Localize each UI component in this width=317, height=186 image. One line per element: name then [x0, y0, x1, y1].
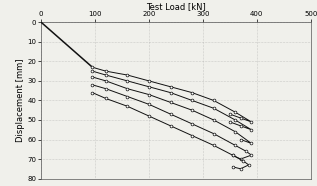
Y-axis label: Displacement [mm]: Displacement [mm] — [16, 59, 25, 142]
X-axis label: Test Load [kN]: Test Load [kN] — [146, 2, 206, 11]
